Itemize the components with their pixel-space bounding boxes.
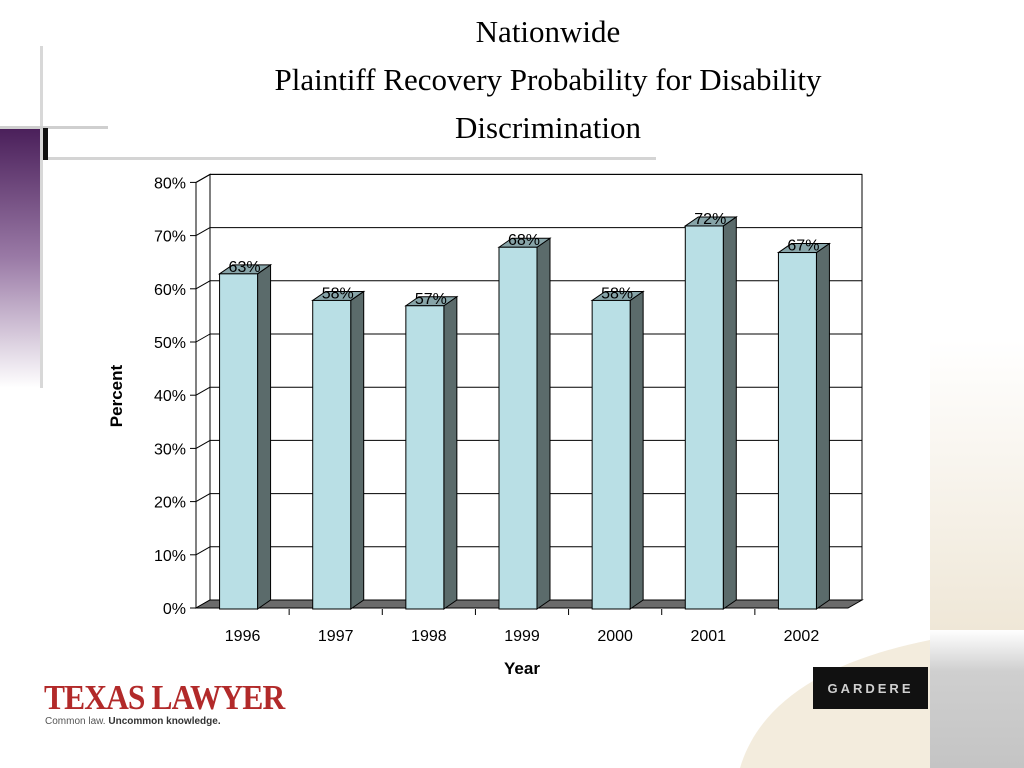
bar	[777, 252, 817, 610]
y-axis-title: Percent	[107, 364, 126, 427]
gridline-depth	[195, 333, 211, 343]
bar-side	[443, 295, 458, 610]
tagline-part-2: Uncommon knowledge.	[108, 716, 221, 727]
gridline-depth	[195, 439, 211, 449]
gridline-depth	[195, 546, 211, 556]
y-tick-label: 50%	[154, 335, 186, 352]
gridline-depth	[195, 280, 211, 290]
data-label: 72%	[694, 211, 726, 228]
y-tick-label: 30%	[154, 441, 186, 458]
x-tick-label: 1997	[318, 628, 354, 645]
gardere-logo: GARDERE	[813, 667, 928, 709]
bar-side	[722, 216, 737, 610]
y-tick-label: 40%	[154, 388, 186, 405]
x-tick-label: 2002	[784, 628, 820, 645]
bar	[405, 305, 445, 610]
data-label: 68%	[508, 232, 540, 249]
bar-side	[815, 242, 830, 610]
x-tick-label: 1998	[411, 628, 447, 645]
bar	[219, 273, 259, 610]
data-label: 58%	[322, 285, 354, 302]
bar	[591, 299, 631, 610]
data-label: 63%	[229, 259, 261, 276]
gridline-depth	[195, 173, 211, 183]
texas-lawyer-logo: TEXAS LAWYER Common law. Uncommon knowle…	[44, 680, 285, 730]
slide-title-line-2: Plaintiff Recovery Probability for Disab…	[274, 62, 822, 97]
bar-side	[257, 263, 272, 610]
sidebar-purple-strip	[0, 128, 40, 388]
corner-cream-shape	[930, 340, 1024, 630]
y-tick-label: 60%	[154, 282, 186, 299]
bar	[684, 225, 724, 610]
y-tick-label: 0%	[163, 601, 186, 618]
bar-side	[350, 290, 365, 610]
y-tick-label: 20%	[154, 495, 186, 512]
bar-side	[629, 290, 644, 610]
bar	[312, 299, 352, 610]
texas-lawyer-tagline: Common law. Uncommon knowledge.	[45, 716, 221, 727]
x-tick-label: 2000	[597, 628, 633, 645]
gridline-depth	[195, 493, 211, 503]
tagline-part-1: Common law.	[45, 716, 106, 727]
y-tick-label: 70%	[154, 229, 186, 246]
bar	[498, 246, 538, 610]
y-tick-label: 80%	[154, 175, 186, 192]
y-tick-label: 10%	[154, 548, 186, 565]
data-label: 58%	[601, 285, 633, 302]
data-label: 67%	[787, 238, 819, 255]
bar-side	[536, 237, 551, 610]
x-tick-label: 2001	[690, 628, 726, 645]
x-axis-title: Year	[504, 659, 540, 678]
x-tick-label: 1996	[225, 628, 261, 645]
slide-title-line-3: Discrimination	[455, 110, 641, 145]
corner-grey-shape	[930, 630, 1024, 768]
data-label: 57%	[415, 291, 447, 308]
texas-lawyer-logo-name: TEXAS LAWYER	[44, 678, 285, 717]
gridline-depth	[195, 227, 211, 237]
x-tick-label: 1999	[504, 628, 540, 645]
gridline-depth	[195, 386, 211, 396]
slide-title-line-1: Nationwide	[475, 14, 621, 49]
